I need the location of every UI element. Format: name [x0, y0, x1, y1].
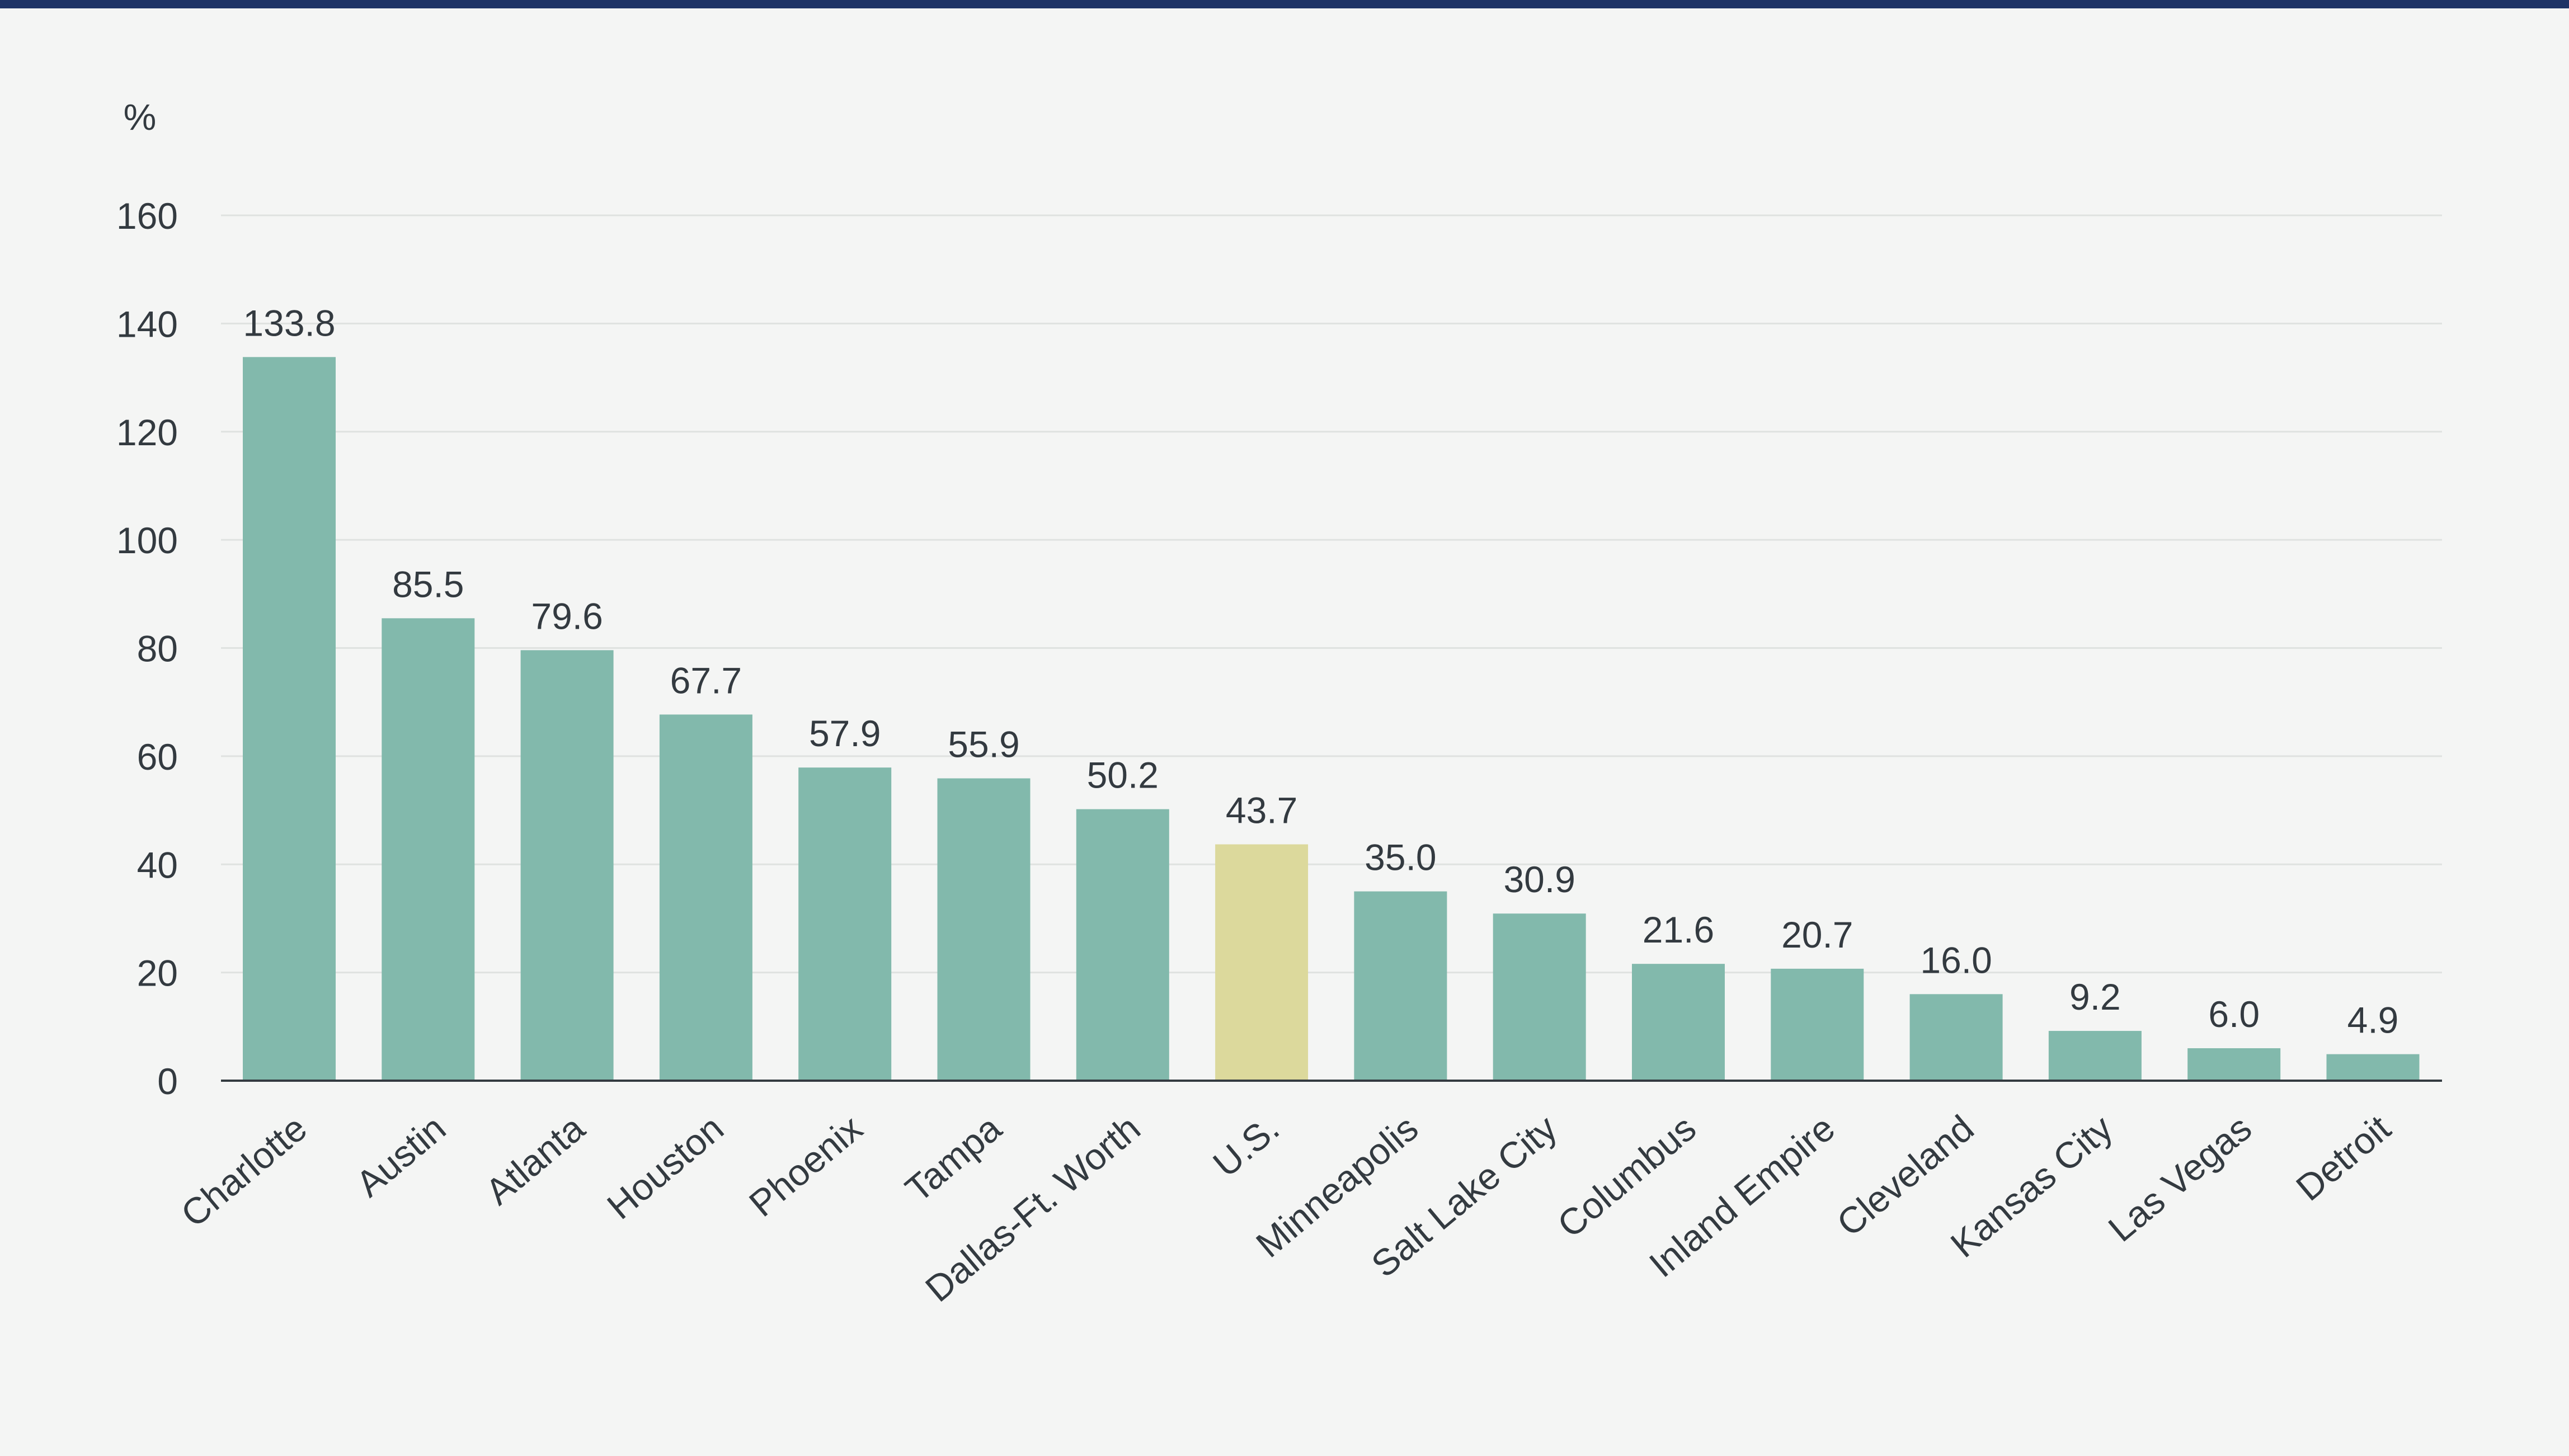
- data-label: 67.7: [670, 659, 742, 701]
- x-tick-label: Tampa: [897, 1107, 1009, 1210]
- x-tick-label: Houston: [599, 1107, 731, 1227]
- y-tick-label: 140: [116, 303, 178, 345]
- y-axis-unit-label: %: [124, 96, 157, 138]
- bar: [659, 714, 752, 1081]
- data-label: 55.9: [948, 724, 1019, 765]
- x-tick-label: Atlanta: [478, 1107, 592, 1213]
- data-labels: 133.8 85.5 79.6 67.7 57.9 55.9 50.2 43.7 35.0 30.…: [243, 302, 2398, 1040]
- data-label: 43.7: [1226, 789, 1297, 831]
- bar: [937, 778, 1031, 1081]
- bar: [382, 618, 475, 1081]
- bar: [798, 767, 892, 1081]
- y-tick-label: 20: [137, 953, 178, 994]
- y-tick-label: 0: [157, 1061, 178, 1102]
- x-tick-label: Austin: [348, 1107, 453, 1205]
- data-label: 16.0: [1920, 939, 1992, 981]
- x-tick-label: Charlotte: [173, 1107, 314, 1235]
- data-label: 57.9: [809, 713, 881, 754]
- x-tick-label: Phoenix: [741, 1107, 870, 1224]
- data-label: 79.6: [531, 595, 603, 637]
- data-label: 4.9: [2347, 1000, 2399, 1041]
- data-label: 21.6: [1643, 909, 1714, 950]
- x-tick-label: U.S.: [1205, 1107, 1287, 1185]
- bar: [1771, 968, 1864, 1081]
- bar: [2048, 1031, 2142, 1081]
- y-axis-ticks: 0 20 40 60 80 100 120 140 160: [116, 195, 178, 1102]
- data-label: 35.0: [1365, 837, 1436, 878]
- bar: [1493, 913, 1586, 1081]
- bar: [1354, 891, 1447, 1081]
- bar: [1076, 809, 1169, 1081]
- y-tick-label: 60: [137, 736, 178, 778]
- bar: [520, 650, 614, 1081]
- y-tick-label: 80: [137, 628, 178, 670]
- x-tick-label: Las Vegas: [2100, 1107, 2259, 1250]
- bar: [1632, 964, 1725, 1081]
- y-tick-label: 40: [137, 844, 178, 885]
- data-label: 6.0: [2208, 993, 2260, 1035]
- y-tick-label: 100: [116, 520, 178, 561]
- y-tick-label: 120: [116, 412, 178, 453]
- bars: [243, 357, 2420, 1081]
- bar: [2187, 1048, 2281, 1081]
- bar: [243, 357, 336, 1081]
- top-rule: [0, 0, 2569, 8]
- data-label: 50.2: [1087, 755, 1159, 796]
- data-label: 133.8: [243, 302, 335, 343]
- x-axis-labels: Charlotte Austin Atlanta Houston Phoenix Tamp…: [173, 1107, 2398, 1310]
- bar: [1215, 844, 1309, 1081]
- gridlines: [221, 214, 2442, 974]
- data-label: 85.5: [392, 563, 464, 605]
- x-tick-label: Detroit: [2288, 1107, 2398, 1209]
- data-label: 30.9: [1503, 859, 1575, 900]
- data-label: 20.7: [1781, 914, 1853, 955]
- bar: [2326, 1054, 2420, 1081]
- data-label: 9.2: [2069, 976, 2121, 1017]
- y-tick-label: 160: [116, 195, 178, 237]
- bar: [1909, 994, 2003, 1081]
